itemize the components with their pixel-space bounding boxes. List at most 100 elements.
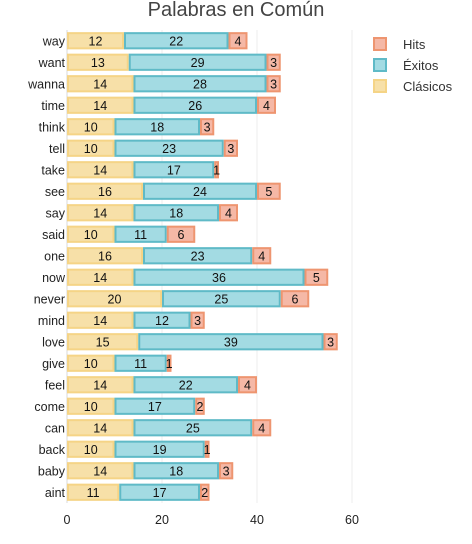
data-label-hits: 6 bbox=[178, 228, 185, 242]
bar-hits bbox=[257, 182, 281, 200]
bar-exitos bbox=[128, 53, 267, 71]
bar-clasicos bbox=[67, 268, 134, 286]
data-label-clasicos: 10 bbox=[84, 400, 98, 414]
legend-swatch bbox=[373, 37, 387, 51]
bar-exitos bbox=[138, 333, 324, 351]
data-label-clasicos: 14 bbox=[93, 421, 107, 435]
data-label-exitos: 19 bbox=[153, 443, 167, 457]
data-label-hits: 4 bbox=[263, 99, 270, 113]
bar-hits bbox=[204, 440, 210, 458]
data-label-clasicos: 14 bbox=[93, 464, 107, 478]
data-label-exitos: 17 bbox=[153, 486, 167, 500]
data-label-hits: 5 bbox=[313, 271, 320, 285]
bar-exitos bbox=[114, 139, 224, 157]
data-label-exitos: 36 bbox=[212, 271, 226, 285]
data-label-clasicos: 10 bbox=[84, 357, 98, 371]
data-label-clasicos: 14 bbox=[93, 77, 107, 91]
data-label-clasicos: 10 bbox=[84, 120, 98, 134]
data-label-clasicos: 16 bbox=[98, 249, 112, 263]
bar-hits bbox=[166, 225, 196, 243]
bar-exitos bbox=[133, 161, 215, 179]
bar-hits bbox=[190, 311, 205, 329]
data-label-exitos: 12 bbox=[155, 314, 169, 328]
data-label-clasicos: 10 bbox=[84, 142, 98, 156]
legend-swatch bbox=[373, 58, 387, 72]
bar-hits bbox=[280, 290, 310, 308]
bar-clasicos bbox=[67, 32, 124, 50]
bar-exitos bbox=[133, 419, 253, 437]
bar-clasicos bbox=[67, 225, 115, 243]
bar-exitos bbox=[133, 376, 238, 394]
data-label-exitos: 29 bbox=[191, 56, 205, 70]
data-label-hits: 3 bbox=[223, 464, 230, 478]
legend-label: Éxitos bbox=[403, 58, 439, 73]
bar-hits bbox=[223, 139, 238, 157]
bar-hits bbox=[200, 483, 210, 501]
bar-hits bbox=[238, 376, 257, 394]
data-label-hits: 3 bbox=[194, 314, 201, 328]
data-label-exitos: 26 bbox=[188, 99, 202, 113]
data-label-hits: 3 bbox=[327, 335, 334, 349]
bar-exitos bbox=[119, 483, 200, 501]
data-label-exitos: 11 bbox=[134, 357, 147, 371]
x-tick-label: 20 bbox=[155, 513, 169, 527]
bar-clasicos bbox=[67, 247, 143, 265]
data-label-hits: 1 bbox=[213, 163, 220, 177]
data-label-hits: 2 bbox=[197, 400, 204, 414]
bar-exitos bbox=[133, 204, 219, 222]
category-label: wanna bbox=[27, 77, 65, 91]
category-label: think bbox=[39, 120, 66, 134]
category-label: aint bbox=[45, 486, 66, 500]
data-label-clasicos: 15 bbox=[96, 335, 110, 349]
bar-exitos bbox=[133, 311, 191, 329]
data-label-exitos: 25 bbox=[186, 421, 200, 435]
data-label-clasicos: 14 bbox=[93, 378, 107, 392]
x-axis-ticks: 0 20 40 60 bbox=[64, 513, 359, 527]
bar-clasicos bbox=[67, 462, 134, 480]
category-label: said bbox=[42, 228, 65, 242]
bar-hits bbox=[252, 419, 272, 437]
category-label: baby bbox=[38, 464, 66, 478]
data-label-exitos: 25 bbox=[214, 292, 228, 306]
bar-exitos bbox=[143, 182, 257, 200]
bar-hits bbox=[304, 268, 329, 286]
data-label-exitos: 18 bbox=[169, 464, 183, 478]
category-label: mind bbox=[38, 314, 65, 328]
bar-clasicos bbox=[67, 419, 134, 437]
category-label: now bbox=[42, 271, 66, 285]
data-label-hits: 4 bbox=[244, 378, 251, 392]
category-label: back bbox=[39, 443, 66, 457]
data-label-hits: 3 bbox=[204, 120, 211, 134]
data-label-clasicos: 20 bbox=[108, 292, 122, 306]
bar-clasicos bbox=[67, 290, 162, 308]
data-label-hits: 3 bbox=[227, 142, 234, 156]
bar-clasicos bbox=[67, 376, 134, 394]
bar-clasicos bbox=[67, 118, 115, 136]
bar-clasicos bbox=[67, 333, 139, 351]
data-label-exitos: 28 bbox=[193, 77, 207, 91]
bar-exitos bbox=[124, 32, 229, 50]
category-label: take bbox=[41, 163, 65, 177]
bar-hits bbox=[228, 32, 248, 50]
bar-clasicos bbox=[67, 204, 134, 222]
data-label-exitos: 17 bbox=[148, 400, 162, 414]
category-label: one bbox=[44, 249, 65, 263]
bar-hits bbox=[257, 96, 276, 114]
data-label-hits: 3 bbox=[270, 77, 277, 91]
data-label-clasicos: 11 bbox=[87, 486, 100, 500]
bar-exitos bbox=[162, 290, 281, 308]
bar-clasicos bbox=[67, 311, 134, 329]
bar-hits bbox=[266, 53, 281, 71]
category-label: feel bbox=[45, 378, 65, 392]
category-labels: way want wanna time think tell take see say said o… bbox=[27, 34, 66, 500]
bar-hits bbox=[195, 397, 205, 415]
data-label-clasicos: 16 bbox=[98, 185, 112, 199]
bar-clasicos bbox=[67, 483, 120, 501]
category-label: love bbox=[42, 335, 65, 349]
bar-exitos bbox=[133, 268, 305, 286]
bar-exitos bbox=[114, 118, 200, 136]
bar-exitos bbox=[133, 462, 219, 480]
data-label-hits: 4 bbox=[235, 34, 242, 48]
bar-exitos bbox=[114, 440, 205, 458]
